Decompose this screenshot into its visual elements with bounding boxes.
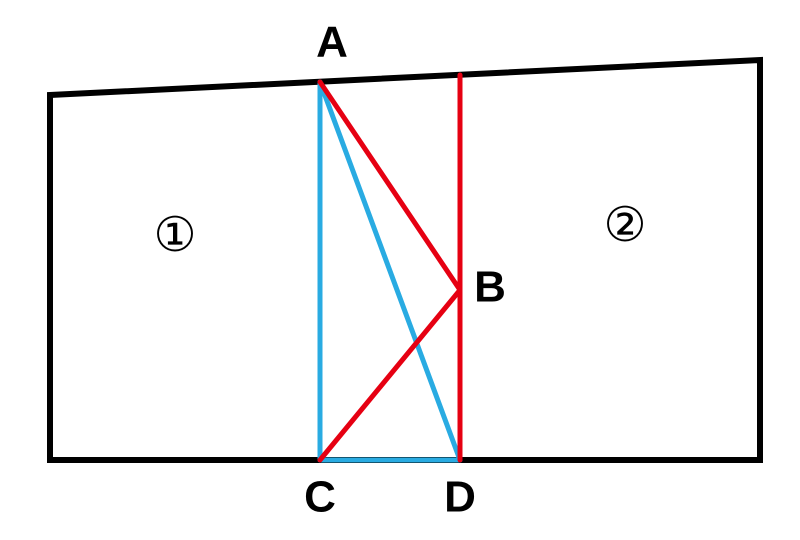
region-label-2: ② — [603, 199, 646, 252]
interior-lines — [320, 75, 460, 460]
region-labels: ①② — [153, 199, 646, 262]
line-top_A-B — [320, 82, 460, 290]
vertex-label-B: B — [474, 263, 506, 312]
line-B-C — [320, 290, 460, 460]
geometry-diagram: ①② ABCD — [0, 0, 800, 540]
line-top_A-D — [320, 82, 460, 460]
vertex-label-A: A — [316, 18, 348, 67]
vertex-label-C: C — [304, 473, 336, 522]
vertex-label-D: D — [444, 473, 476, 522]
region-label-1: ① — [153, 209, 196, 262]
